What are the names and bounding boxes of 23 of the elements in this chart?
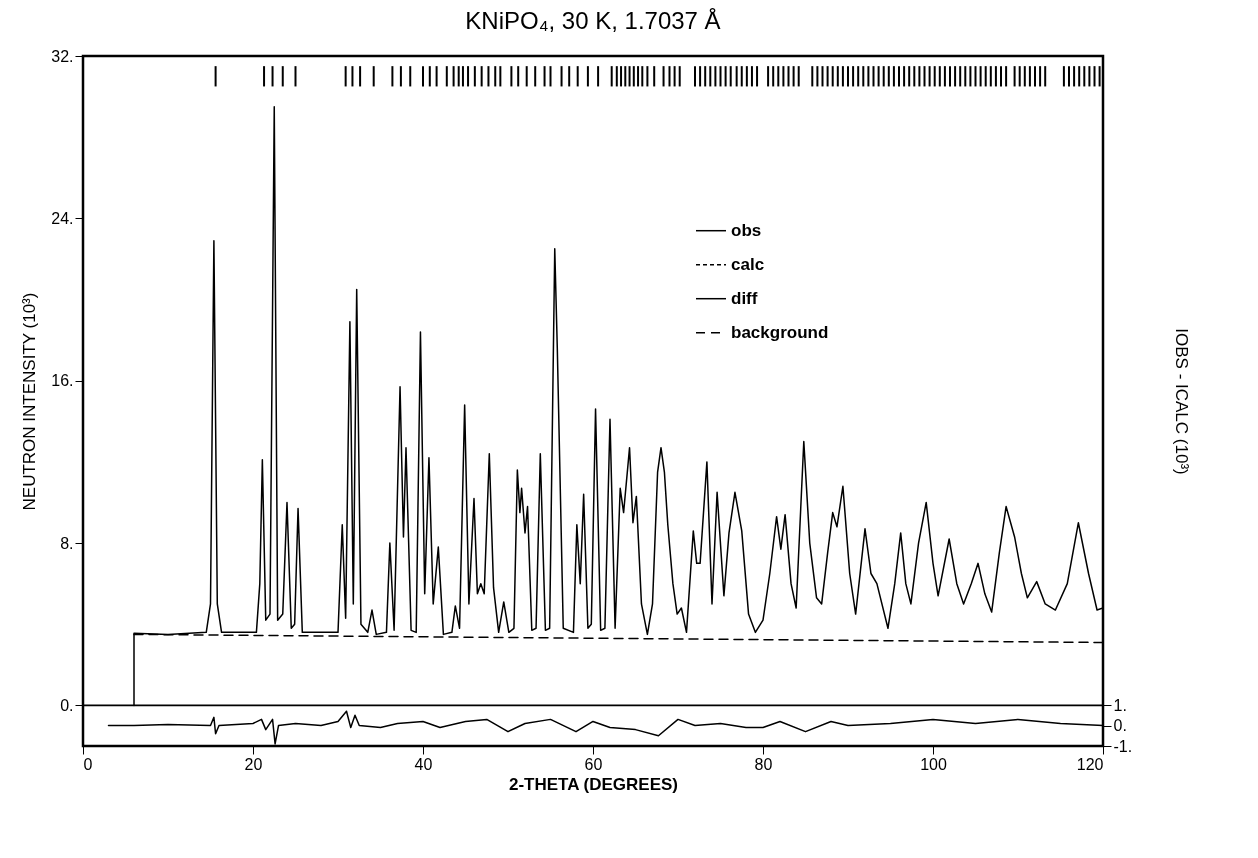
y2-tick-label: 0. xyxy=(1113,717,1127,735)
x-tick-label: 80 xyxy=(754,755,773,773)
x-tick-label: 0 xyxy=(83,755,93,773)
x-axis-title: 2-THETA (DEGREES) xyxy=(508,774,679,794)
y-tick-label: 0. xyxy=(60,696,74,714)
y-tick-label: 24. xyxy=(51,209,74,227)
chart-title: KNiPO₄, 30 K, 1.7037 Å xyxy=(465,7,721,34)
y2-axis-title: IOBS - ICALC (10³) xyxy=(1172,328,1192,475)
y-tick-label: 32. xyxy=(51,47,74,65)
y2-tick-label: -1. xyxy=(1113,737,1133,755)
y-tick-label: 16. xyxy=(51,372,74,390)
y-axis-title: NEUTRON INTENSITY (10³) xyxy=(20,292,40,511)
x-tick-label: 60 xyxy=(584,755,603,773)
x-tick-label: 40 xyxy=(414,755,433,773)
x-tick-label: 20 xyxy=(244,755,263,773)
legend-label: diff xyxy=(731,288,758,308)
legend-label: calc xyxy=(731,254,765,274)
legend-label: obs xyxy=(731,220,762,240)
y2-tick-label: 1. xyxy=(1113,696,1127,714)
y-tick-label: 8. xyxy=(60,534,74,552)
x-tick-label: 100 xyxy=(920,755,947,773)
legend-label: background xyxy=(731,322,829,342)
x-tick-label: 120 xyxy=(1076,755,1104,773)
